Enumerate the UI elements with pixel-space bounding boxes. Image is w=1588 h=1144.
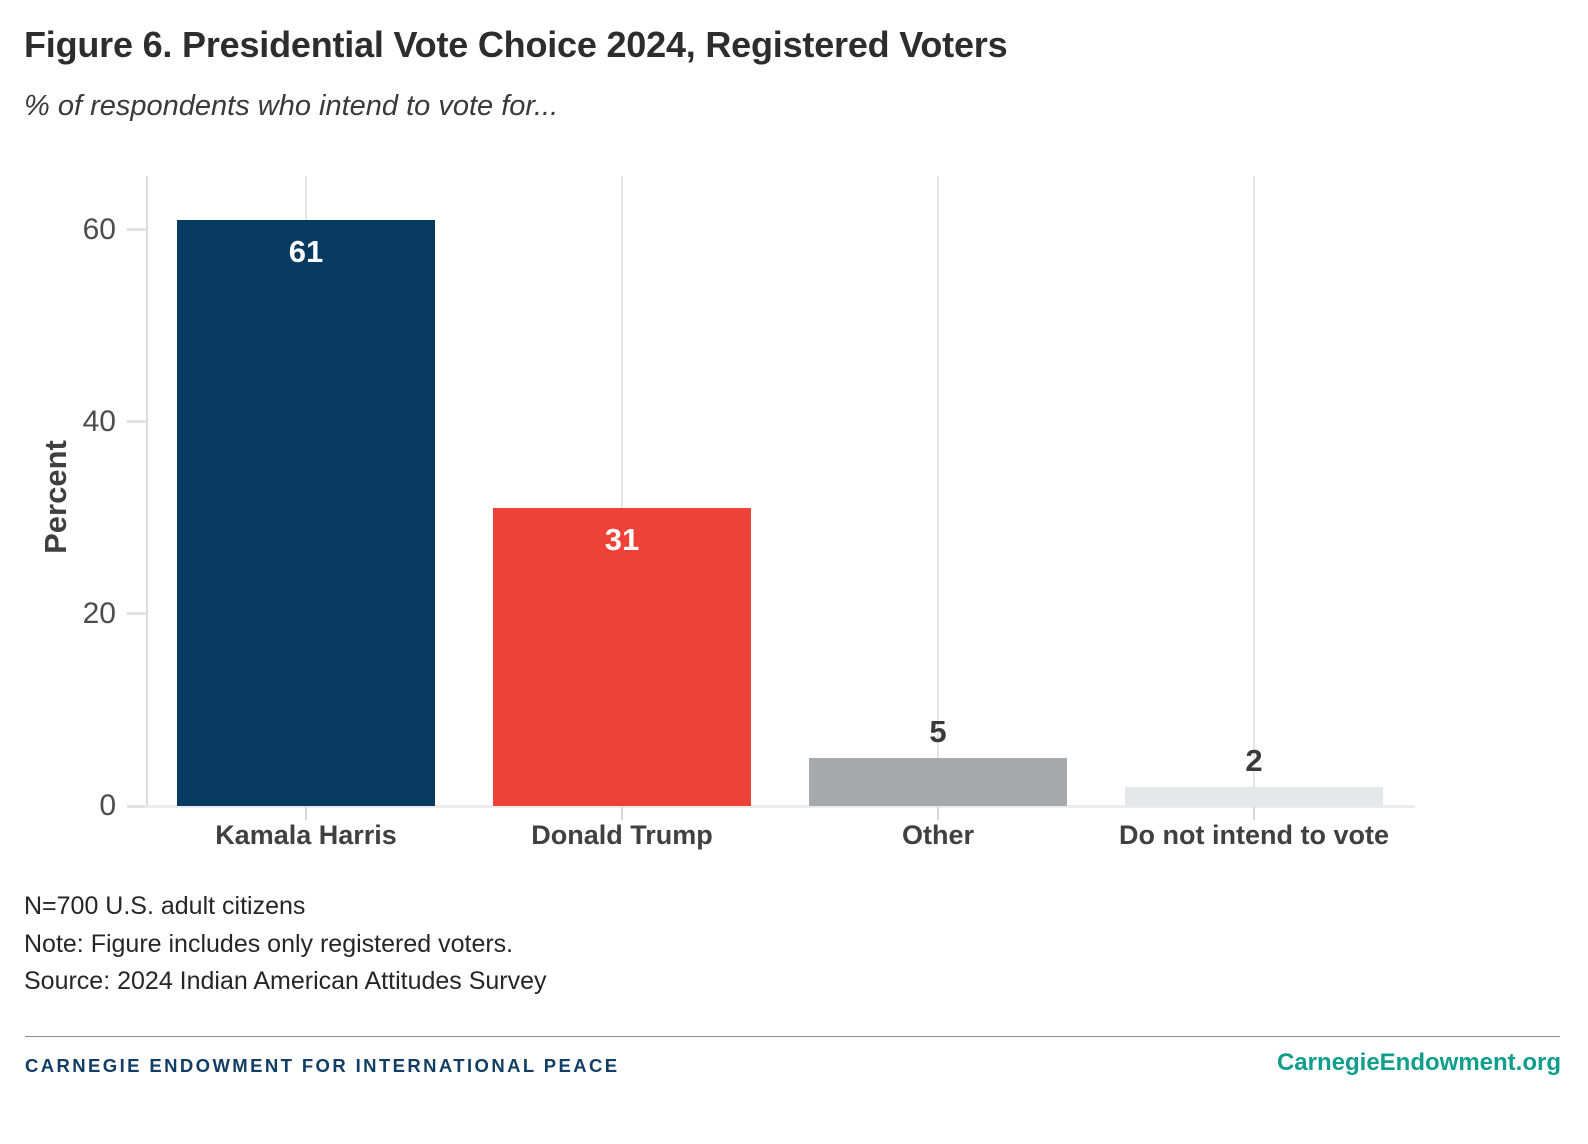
carnegie-site-link[interactable]: CarnegieEndowment.org	[1276, 1049, 1561, 1076]
bar-series: 61 Kamala Harris 31 Donald Trump 5 O	[148, 176, 1412, 850]
note-sample-size: N=700 U.S. adult citizens	[24, 892, 306, 920]
bar-value-label: 31	[604, 522, 640, 557]
x-axis-tick	[937, 806, 939, 820]
y-tick-label: 60	[82, 212, 116, 246]
y-axis-tick	[127, 804, 146, 808]
y-axis-tick	[127, 420, 146, 424]
category-label-kamala-harris: Kamala Harris	[215, 820, 397, 850]
chart-notes: N=700 U.S. adult citizens Note: Figure i…	[24, 888, 547, 1001]
chart-plot-area: Percent 0 20 40 60 61 Kamala Harris 31 Dona…	[38, 176, 1415, 850]
y-axis-tick	[127, 228, 146, 232]
bar-group-other: 5 Other	[780, 176, 1096, 850]
y-tick-label: 40	[82, 404, 116, 438]
figure-title: Figure 6. Presidential Vote Choice 2024,…	[24, 24, 1008, 65]
category-label-other: Other	[901, 820, 974, 850]
bar-value-label: 61	[288, 234, 324, 269]
bar-value-label: 2	[1245, 743, 1263, 778]
x-axis-line	[145, 805, 1415, 808]
x-axis-tick	[621, 806, 623, 820]
x-axis-tick	[1253, 806, 1255, 820]
y-tick-label: 0	[99, 789, 116, 822]
note-registered-voters: Note: Figure includes only registered vo…	[24, 929, 514, 958]
category-gridline	[937, 176, 939, 806]
y-axis-tick	[127, 612, 146, 616]
bar-value-label: 5	[929, 714, 947, 749]
bar-group-kamala-harris: 61 Kamala Harris	[148, 176, 464, 850]
bar-group-donald-trump: 31 Donald Trump	[464, 176, 780, 850]
bar-donald-trump: 31	[493, 508, 751, 806]
y-axis: 0 20 40 60	[0, 176, 146, 822]
bar-other: 5	[809, 714, 1067, 806]
category-label-donald-trump: Donald Trump	[531, 820, 713, 850]
note-source: Source: 2024 Indian American Attitudes S…	[24, 967, 547, 995]
carnegie-wordmark: CARNEGIE ENDOWMENT FOR INTERNATIONAL PEA…	[25, 1055, 620, 1076]
y-tick-label: 20	[82, 596, 116, 630]
y-axis-line	[146, 176, 148, 808]
bar-do-not-intend-to-vote: 2	[1125, 743, 1383, 806]
x-axis-tick	[305, 806, 307, 820]
category-label-do-not-intend-to-vote: Do not intend to vote	[1119, 820, 1389, 850]
footer-divider	[25, 1036, 1560, 1037]
category-gridline	[621, 176, 623, 806]
category-gridline	[1253, 176, 1255, 806]
bar-group-do-not-intend-to-vote: 2 Do not intend to vote	[1096, 176, 1412, 850]
bar-kamala-harris: 61	[177, 220, 435, 806]
figure-subtitle: % of respondents who intend to vote for.…	[24, 90, 559, 122]
